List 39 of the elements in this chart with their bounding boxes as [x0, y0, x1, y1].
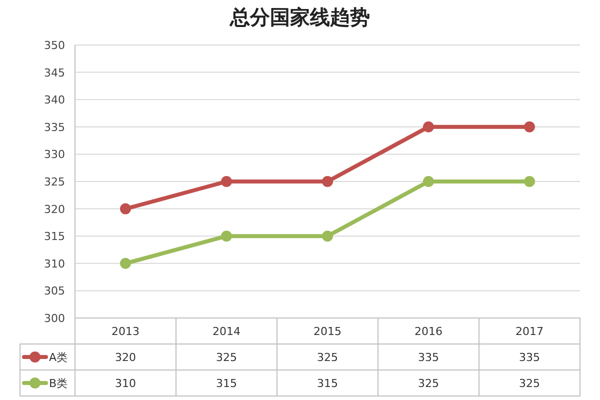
x-tick-label: 2014	[212, 325, 240, 338]
y-tick-label: 320	[44, 202, 65, 216]
data-label: 315	[216, 377, 237, 390]
y-tick-label: 310	[44, 257, 65, 270]
y-tick-label: 345	[44, 66, 65, 80]
point	[221, 230, 232, 242]
x-tick-label: 2015	[314, 325, 342, 338]
point	[524, 176, 535, 187]
point	[524, 121, 535, 132]
data-label: 325	[317, 351, 338, 364]
point	[423, 121, 434, 132]
y-tick-label: 305	[44, 284, 65, 298]
data-label: 325	[519, 377, 540, 390]
x-tick-label: 2013	[112, 325, 140, 338]
point	[423, 176, 434, 187]
data-label: 315	[317, 377, 338, 390]
data-label: 335	[519, 351, 540, 364]
data-label: 310	[115, 377, 136, 390]
legend-label: B类	[49, 377, 68, 390]
y-tick-label: 340	[44, 94, 65, 107]
chart-title: 总分国家线趋势	[229, 5, 370, 29]
data-label: 320	[115, 351, 136, 364]
data-label: 325	[418, 377, 439, 390]
y-tick-label: 335	[44, 120, 65, 134]
data-label: 325	[216, 351, 237, 364]
x-tick-label: 2017	[516, 325, 544, 338]
point	[322, 176, 333, 187]
point	[221, 176, 232, 187]
y-tick-label: 300	[44, 312, 65, 325]
y-tick-label: 350	[44, 39, 65, 52]
legend-label: A类	[49, 351, 68, 364]
y-tick-label: 325	[44, 176, 65, 188]
point	[322, 230, 333, 242]
data-label: 335	[418, 351, 439, 364]
x-tick-label: 2016	[414, 325, 442, 338]
point	[120, 258, 131, 269]
y-tick-label: 330	[44, 148, 65, 162]
point	[120, 203, 131, 214]
y-tick-label: 315	[44, 230, 65, 244]
